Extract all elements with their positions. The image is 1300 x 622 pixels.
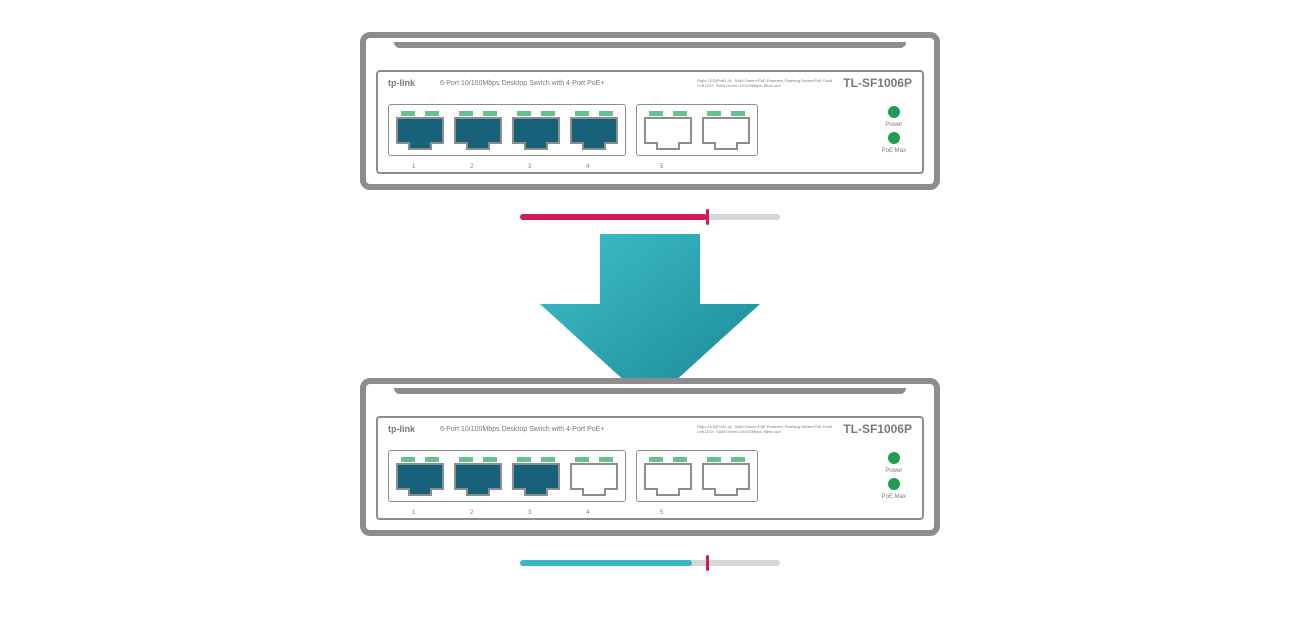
power-meter-bottom <box>520 560 780 566</box>
poe-max-led-label: PoE Max <box>882 494 906 500</box>
ethernet-port <box>453 455 503 497</box>
port-label: 3 <box>528 510 531 516</box>
power-led-icon <box>888 452 900 464</box>
meter-marker <box>706 555 709 571</box>
ethernet-port <box>453 109 503 151</box>
port-label: 5 <box>660 164 663 170</box>
product-description: 6-Port 10/100Mbps Desktop Switch with 4-… <box>440 426 604 433</box>
port-label: 5 <box>660 510 663 516</box>
switch-top: tp-link 6-Port 10/100Mbps Desktop Switch… <box>360 32 940 190</box>
led-legend: Right LED(Port1-4): Solid Green=PoE Powe… <box>697 78 832 88</box>
uplink-port-group <box>636 104 758 156</box>
port-label: 2 <box>470 510 473 516</box>
poe-max-led-label: PoE Max <box>882 148 906 154</box>
ethernet-port <box>701 455 751 497</box>
ethernet-port <box>511 109 561 151</box>
poe-max-led-icon <box>888 478 900 490</box>
ethernet-port <box>395 109 445 151</box>
port-label: 4 <box>586 164 589 170</box>
meter-fill <box>520 560 692 566</box>
uplink-port-group <box>636 450 758 502</box>
brand-label: tp-link <box>388 424 415 434</box>
led-legend: Right LED(Port1-4): Solid Green=PoE Powe… <box>697 424 832 434</box>
port-label: 1 <box>412 510 415 516</box>
brand-label: tp-link <box>388 78 415 88</box>
ethernet-port <box>395 455 445 497</box>
port-label: 3 <box>528 164 531 170</box>
meter-fill <box>520 214 707 220</box>
ethernet-port <box>643 109 693 151</box>
status-leds: Power PoE Max <box>882 452 906 500</box>
ethernet-port <box>569 455 619 497</box>
poe-port-group <box>388 104 626 156</box>
ethernet-port <box>643 455 693 497</box>
power-led-icon <box>888 106 900 118</box>
poe-port-group <box>388 450 626 502</box>
port-label: 4 <box>586 510 589 516</box>
meter-marker <box>706 209 709 225</box>
product-description: 6-Port 10/100Mbps Desktop Switch with 4-… <box>440 80 604 87</box>
ethernet-port <box>511 455 561 497</box>
port-label: 2 <box>470 164 473 170</box>
status-leds: Power PoE Max <box>882 106 906 154</box>
port-label: 1 <box>412 164 415 170</box>
power-meter-top <box>520 214 780 220</box>
model-number: TL-SF1006P <box>843 76 912 90</box>
power-led-label: Power <box>885 122 902 128</box>
power-led-label: Power <box>885 468 902 474</box>
ethernet-port <box>569 109 619 151</box>
model-number: TL-SF1006P <box>843 422 912 436</box>
switch-bottom: tp-link 6-Port 10/100Mbps Desktop Switch… <box>360 378 940 536</box>
poe-max-led-icon <box>888 132 900 144</box>
ethernet-port <box>701 109 751 151</box>
